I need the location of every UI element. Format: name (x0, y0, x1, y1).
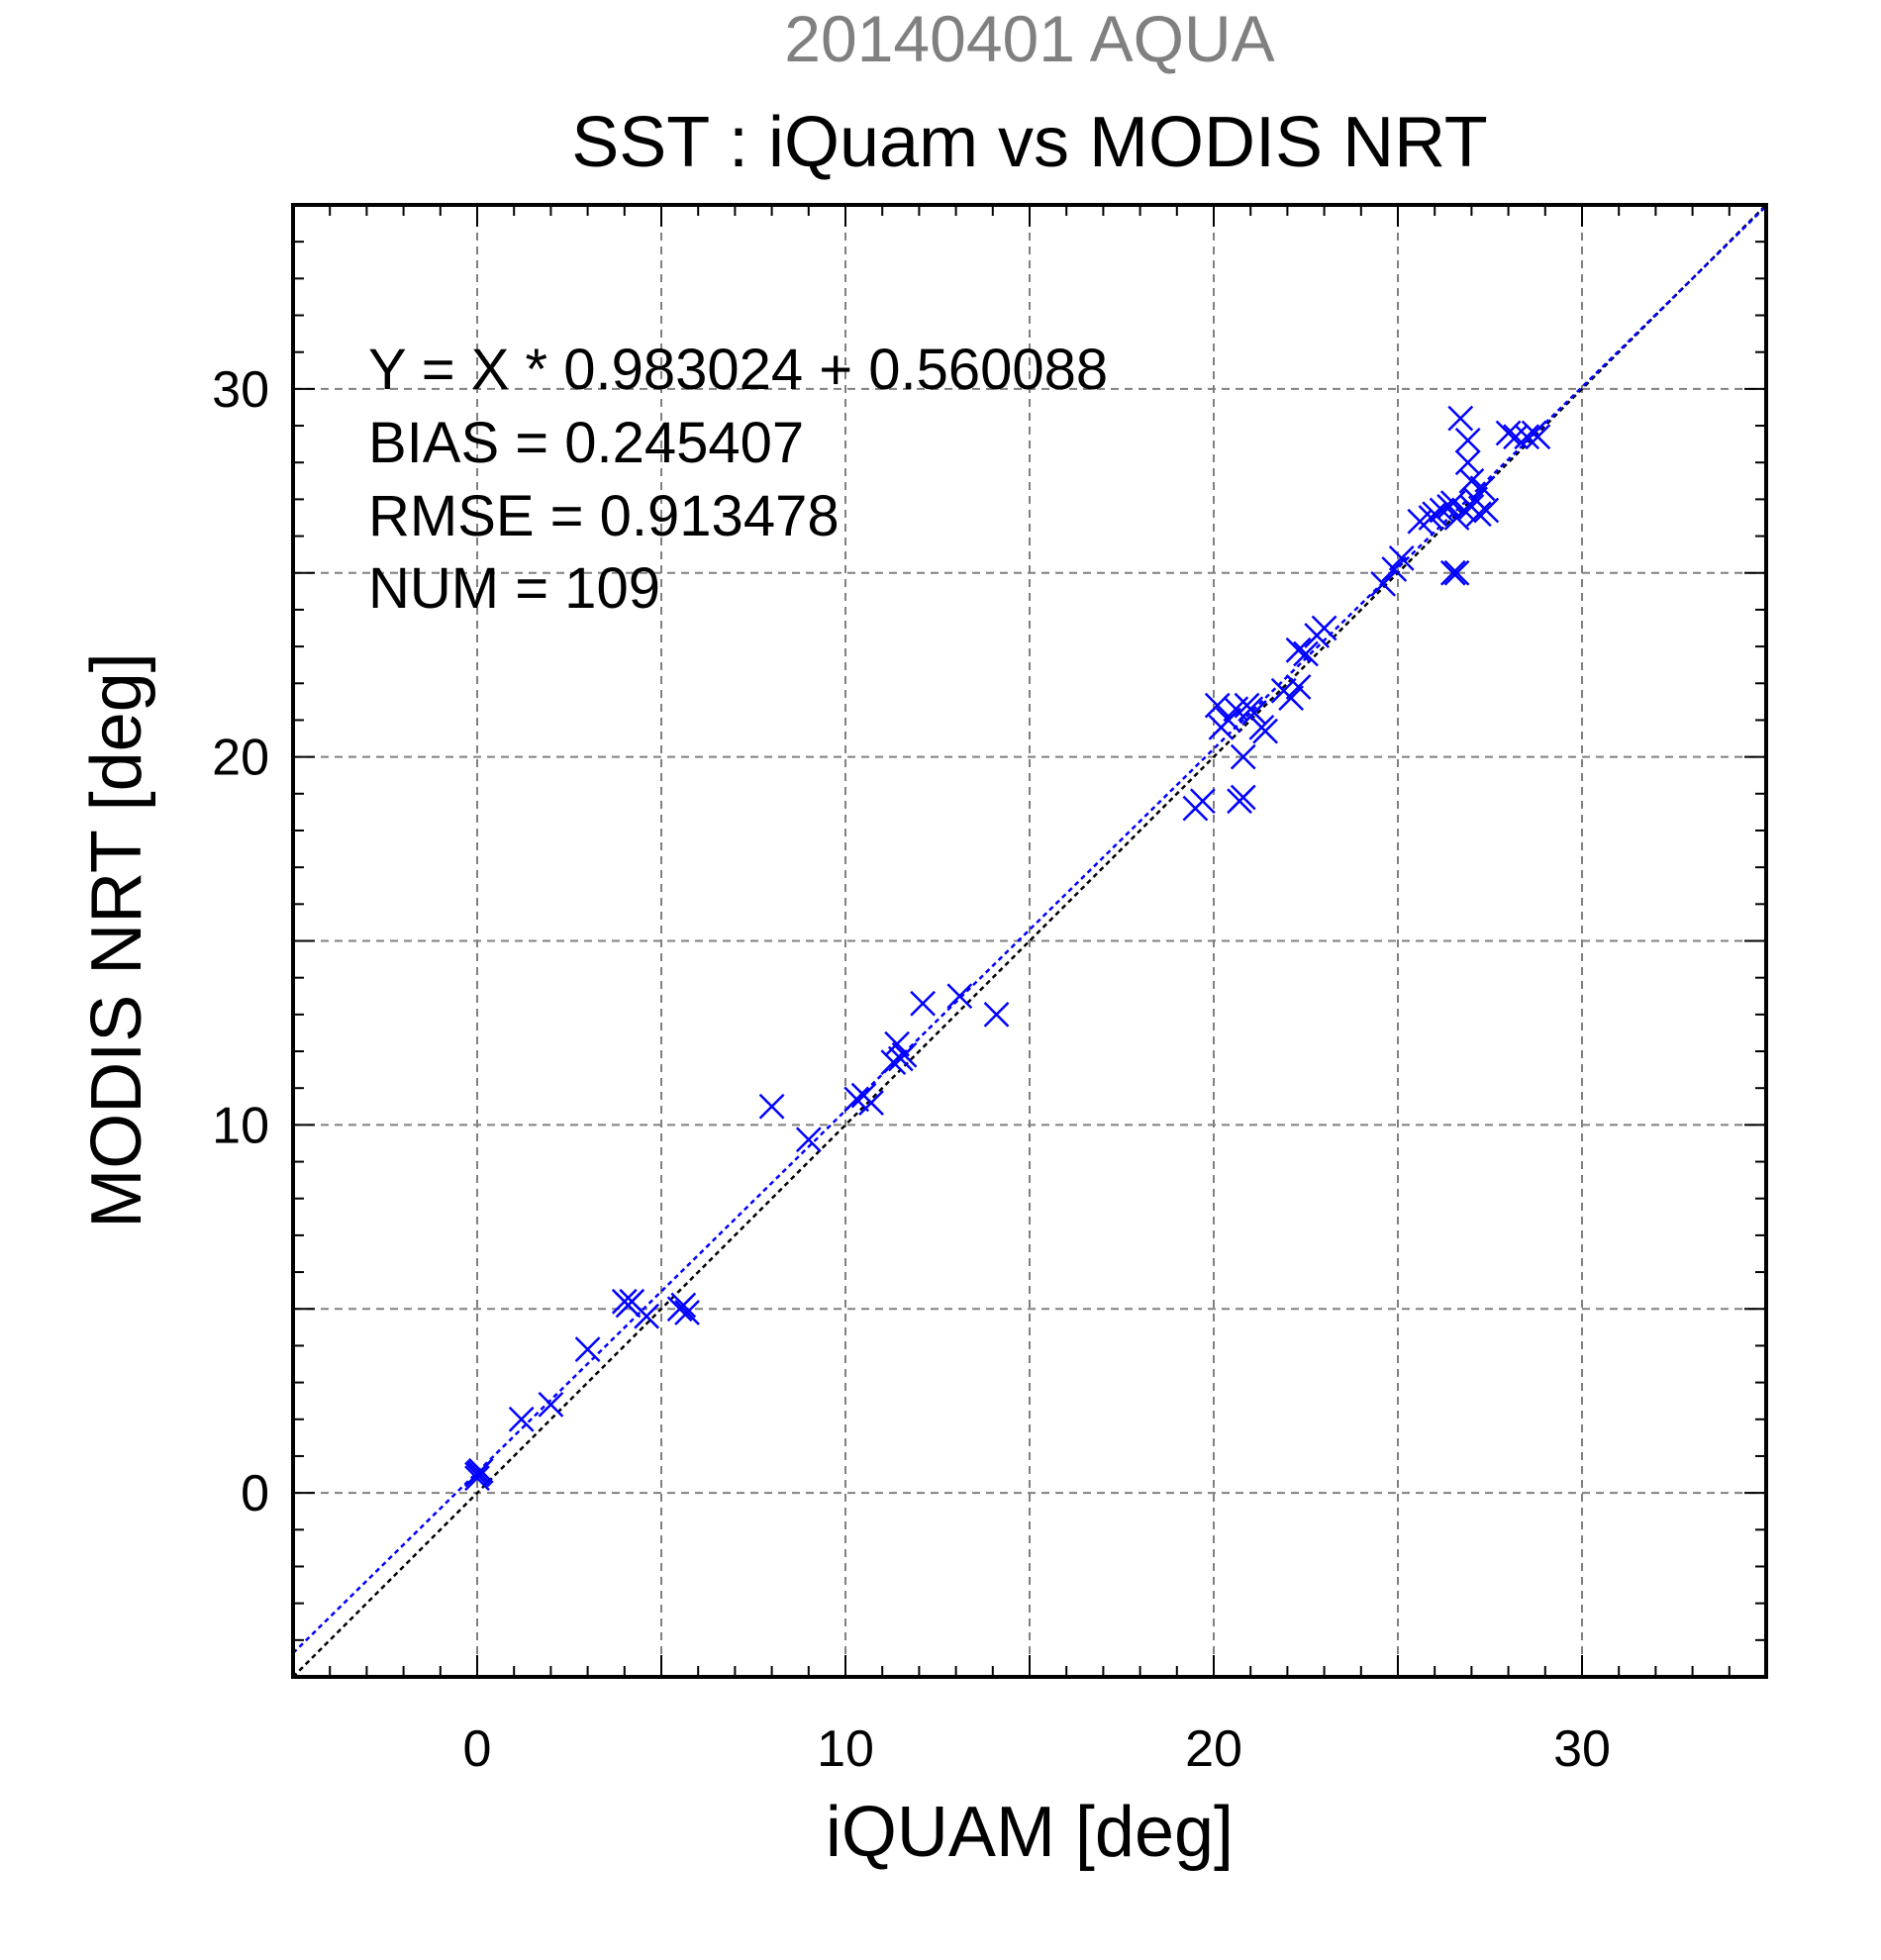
data-point (1495, 420, 1522, 446)
data-point (1503, 424, 1529, 450)
data-point (1465, 501, 1492, 528)
data-point (1278, 685, 1305, 712)
data-point (843, 1086, 870, 1113)
data-point (1241, 700, 1267, 726)
data-point (1514, 424, 1540, 450)
data-point (983, 1001, 1010, 1028)
data-point (1422, 501, 1448, 528)
grid-lines (293, 205, 1766, 1677)
y-tick-label: 10 (212, 1097, 269, 1154)
data-point (910, 990, 937, 1017)
data-points (464, 405, 1551, 1492)
data-point (1311, 615, 1337, 641)
y-axis-title: MODIS NRT [deg] (77, 652, 156, 1228)
x-tick-label: 10 (817, 1720, 874, 1778)
data-point (674, 1300, 700, 1325)
data-point (1285, 674, 1312, 700)
stat-line-equation: Y = X * 0.983024 + 0.560088 (368, 338, 1108, 402)
stat-line-num: NUM = 109 (368, 556, 660, 621)
axis-ticks: 0 10 20 30 0 10 20 30 (212, 204, 1767, 1778)
data-point (574, 1336, 601, 1363)
data-point (891, 1041, 918, 1068)
chart-title: SST : iQuam vs MODIS NRT (571, 103, 1488, 182)
data-point (1429, 497, 1455, 524)
x-tick-label: 20 (1185, 1720, 1242, 1778)
data-point (1454, 428, 1481, 453)
regression-lines (292, 204, 1767, 1678)
data-point (1189, 788, 1216, 815)
data-point (946, 983, 973, 1010)
data-point (1381, 556, 1408, 582)
data-point (464, 1465, 490, 1492)
data-point (1443, 559, 1470, 586)
data-point (758, 1093, 785, 1120)
data-point (1370, 571, 1397, 597)
data-point (1215, 707, 1241, 734)
data-point (538, 1392, 564, 1418)
y-tick-label: 20 (212, 730, 269, 787)
stat-line-rmse: RMSE = 0.913478 (368, 484, 840, 548)
chart-suptitle: 20140401 AQUA (784, 2, 1274, 75)
x-tick-label: 30 (1553, 1720, 1611, 1778)
data-point (1469, 475, 1496, 502)
fit-line (292, 205, 1767, 1654)
data-point (1439, 559, 1466, 586)
x-tick-label: 0 (463, 1720, 492, 1778)
data-point (1285, 637, 1312, 663)
data-point (465, 1459, 492, 1486)
data-point (1204, 692, 1231, 719)
x-axis-title: iQUAM [deg] (826, 1793, 1234, 1872)
data-point (1454, 449, 1481, 476)
data-point (795, 1127, 822, 1153)
data-point (880, 1049, 907, 1076)
data-point (1447, 405, 1474, 432)
data-point (1473, 497, 1500, 524)
data-point (858, 1090, 884, 1116)
data-point (1458, 467, 1485, 494)
data-point (1252, 718, 1278, 744)
data-point (508, 1406, 535, 1432)
data-point (1525, 424, 1551, 450)
stat-line-bias: BIAS = 0.245407 (368, 411, 804, 475)
stats-box: Y = X * 0.983024 + 0.560088 BIAS = 0.245… (368, 338, 1108, 621)
plot-frame (291, 203, 1768, 1679)
data-point (670, 1292, 697, 1319)
data-point (1293, 640, 1319, 667)
data-point (634, 1303, 660, 1329)
y-tick-label: 30 (212, 361, 269, 419)
data-point (884, 1030, 910, 1057)
data-point (1230, 784, 1256, 811)
data-point (1388, 544, 1415, 571)
data-point (1230, 743, 1256, 770)
y-tick-label: 0 (241, 1465, 269, 1522)
